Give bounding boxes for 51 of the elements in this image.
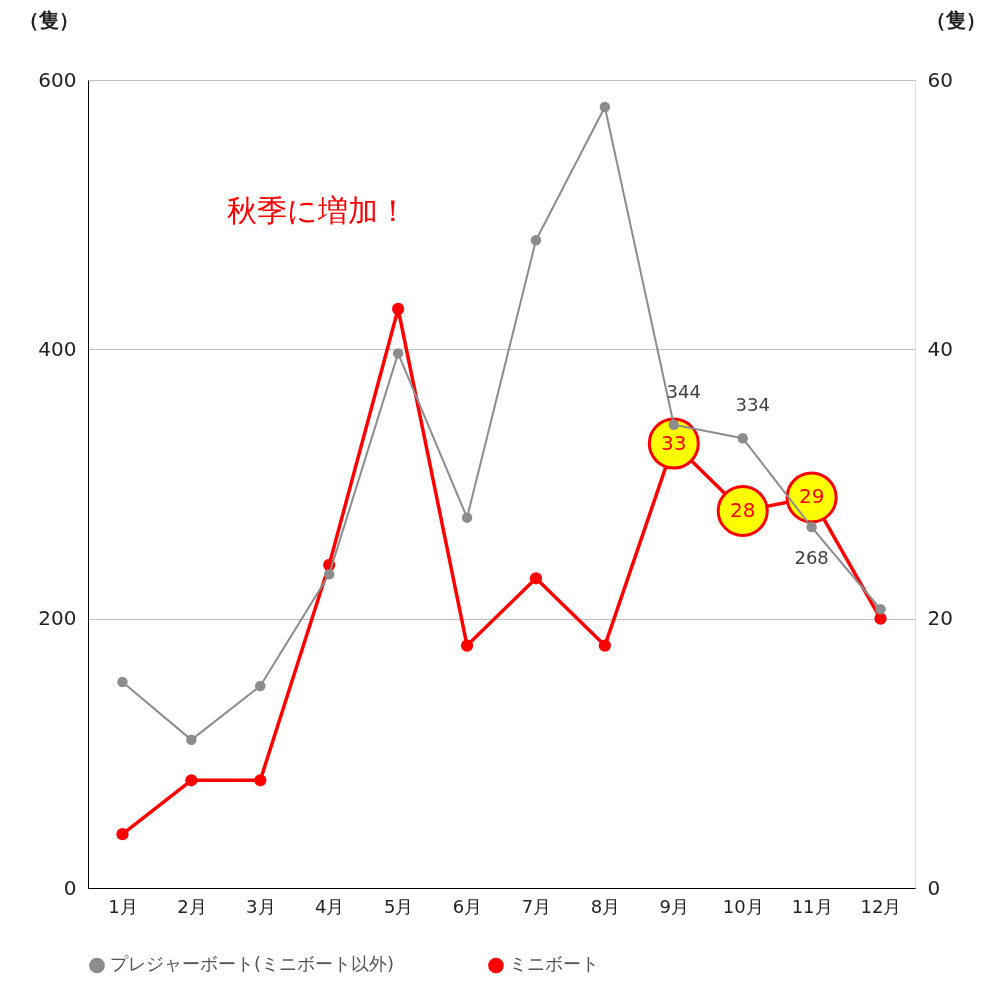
point	[737, 432, 748, 444]
point	[806, 521, 817, 533]
y2-tick-label: 20	[927, 606, 953, 631]
legend-label: プレジャーボート(ミニボート以外)	[110, 953, 395, 975]
y-tick-label: 0	[63, 875, 77, 900]
point	[598, 639, 611, 652]
y2-tick-label: 0	[927, 875, 941, 900]
data-label: 33	[661, 430, 687, 455]
x-tick-label: 11月	[791, 895, 833, 917]
legend-label: ミニボート	[509, 953, 599, 975]
y-tick-label: 600	[38, 67, 77, 92]
y-tick-label: 200	[38, 606, 77, 631]
point	[255, 680, 266, 692]
data-label: 29	[798, 484, 825, 509]
point	[599, 101, 611, 113]
x-tick-label: 4月	[314, 895, 345, 917]
x-tick-label: 9月	[659, 895, 690, 917]
y2-axis-title: （隻）	[925, 7, 986, 32]
x-tick-label: 5月	[383, 895, 414, 917]
x-tick-label: 1月	[108, 895, 138, 917]
y2-tick-label: 40	[927, 336, 953, 361]
point	[186, 734, 197, 746]
point	[323, 568, 335, 580]
point	[392, 302, 405, 316]
point	[461, 512, 473, 523]
y-axis-title: （隻）	[18, 7, 79, 32]
data-label: 344	[666, 380, 701, 402]
point	[392, 348, 404, 359]
point	[116, 828, 129, 841]
point	[668, 419, 680, 430]
x-tick-label: 10月	[722, 895, 764, 917]
y2-tick-label: 60	[927, 67, 953, 92]
point	[254, 774, 267, 787]
x-tick-label: 8月	[590, 895, 621, 917]
data-label: 28	[729, 497, 756, 522]
x-tick-label: 7月	[521, 895, 552, 917]
annotation: 秋季に増加！	[226, 193, 408, 228]
data-label: 334	[735, 394, 770, 416]
point	[875, 604, 886, 615]
x-tick-label: 6月	[452, 895, 483, 917]
point	[460, 639, 474, 652]
data-label: 268	[794, 547, 829, 569]
point	[874, 612, 887, 625]
point	[530, 235, 542, 246]
x-tick-label: 3月	[246, 895, 276, 917]
x-tick-label: 12月	[860, 895, 902, 917]
x-tick-label: 2月	[177, 895, 207, 917]
point	[185, 774, 198, 787]
point	[117, 676, 128, 688]
y-tick-label: 400	[38, 336, 77, 361]
point	[529, 572, 543, 585]
